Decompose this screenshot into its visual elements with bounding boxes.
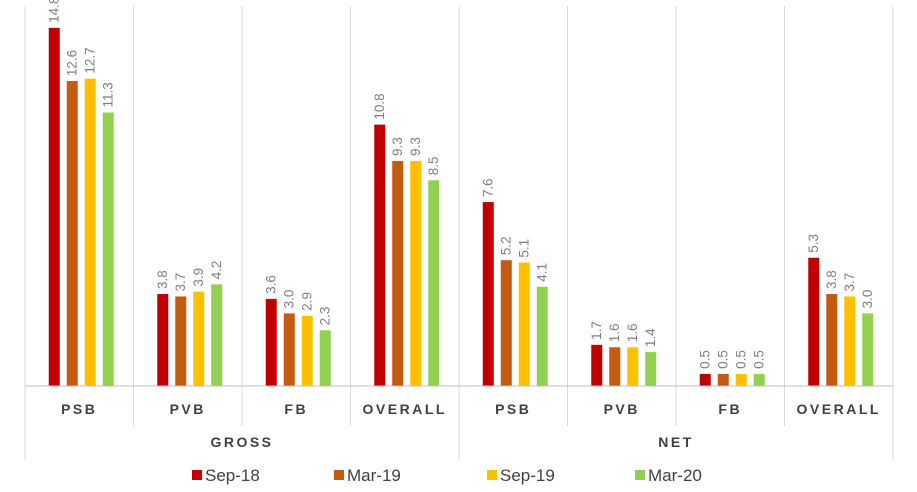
legend-swatch-mar-19 bbox=[334, 470, 344, 480]
data-label: 3.9 bbox=[191, 268, 206, 287]
group-label-net: NET bbox=[658, 434, 694, 450]
data-label: 7.6 bbox=[481, 178, 496, 197]
category-label: FB bbox=[718, 401, 742, 417]
bar-sep-18-pvb bbox=[591, 344, 603, 386]
bar-sep-18-overall bbox=[808, 257, 820, 386]
data-label: 12.6 bbox=[65, 50, 80, 76]
data-label: 14.8 bbox=[47, 0, 62, 23]
bar-sep-19-psb bbox=[518, 262, 530, 386]
bar-mar-20-fb bbox=[319, 330, 331, 386]
legend-swatch-sep-19 bbox=[487, 470, 497, 480]
data-label: 9.3 bbox=[408, 137, 423, 156]
data-label: 2.9 bbox=[300, 292, 315, 311]
bar-mar-19-fb bbox=[717, 373, 729, 386]
data-label: 2.3 bbox=[318, 307, 333, 326]
legend: Sep-18 Mar-19 Sep-19 Mar-20 bbox=[192, 466, 702, 485]
data-label: 3.7 bbox=[173, 273, 188, 292]
data-label: 12.7 bbox=[83, 47, 98, 73]
category-label: PVB bbox=[170, 401, 206, 417]
data-label: 0.5 bbox=[752, 350, 767, 369]
bar-sep-19-overall bbox=[844, 296, 856, 386]
data-label: 10.8 bbox=[372, 93, 387, 119]
bar-mar-20-psb bbox=[536, 286, 548, 386]
legend-swatch-sep-18 bbox=[192, 470, 202, 480]
bar-mar-20-overall bbox=[862, 313, 874, 386]
data-labels-layer: 14.812.6 12.711.33.8 3.7 3.9 4.23.63.0 2.92.3… bbox=[47, 0, 876, 369]
bar-sep-18-overall bbox=[374, 124, 386, 386]
bar-sep-19-fb bbox=[301, 315, 313, 386]
category-labels: PSB PVB FB OVERALL PSB PVB FB OVERALL bbox=[61, 401, 881, 417]
bar-sep-18-psb bbox=[48, 27, 60, 387]
data-label: 3.8 bbox=[155, 270, 170, 289]
data-label: 3.7 bbox=[842, 273, 857, 292]
legend-label-sep-18: Sep-18 bbox=[205, 466, 260, 485]
bar-mar-19-psb bbox=[66, 81, 78, 386]
data-label: 4.2 bbox=[209, 261, 224, 280]
group-label-gross: GROSS bbox=[210, 434, 273, 450]
category-label: PSB bbox=[61, 401, 97, 417]
group-labels: GROSS NET bbox=[210, 434, 694, 450]
data-label: 1.7 bbox=[589, 321, 604, 340]
legend-label-mar-19: Mar-19 bbox=[347, 466, 401, 485]
bar-mar-20-psb bbox=[102, 112, 114, 386]
category-label: PSB bbox=[495, 401, 531, 417]
legend-label-sep-19: Sep-19 bbox=[500, 466, 555, 485]
bar-sep-18-fb bbox=[699, 373, 711, 386]
data-label: 9.3 bbox=[390, 137, 405, 156]
bar-mar-20-pvb bbox=[645, 352, 657, 386]
data-label: 3.0 bbox=[282, 290, 297, 309]
bar-sep-19-pvb bbox=[193, 291, 205, 386]
category-label: OVERALL bbox=[797, 401, 881, 417]
data-label: 0.5 bbox=[698, 350, 713, 369]
bar-sep-19-pvb bbox=[627, 347, 639, 386]
bar-mar-20-fb bbox=[753, 373, 765, 386]
category-separators bbox=[24, 6, 894, 460]
legend-swatch-mar-20 bbox=[635, 470, 645, 480]
bar-mar-19-overall bbox=[826, 294, 838, 386]
data-label: 11.3 bbox=[101, 82, 116, 107]
data-label: 1.6 bbox=[625, 323, 640, 342]
bar-mar-19-overall bbox=[392, 160, 404, 386]
bar-mar-19-psb bbox=[500, 260, 512, 386]
legend-label-mar-20: Mar-20 bbox=[648, 466, 702, 485]
data-label: 8.5 bbox=[426, 157, 441, 176]
data-label: 1.6 bbox=[607, 323, 622, 342]
bar-mar-20-overall bbox=[428, 180, 440, 386]
bar-mar-19-pvb bbox=[175, 296, 187, 386]
data-label: 3.0 bbox=[860, 290, 875, 309]
bar-sep-19-overall bbox=[410, 160, 422, 386]
data-label: 0.5 bbox=[716, 350, 731, 369]
data-label: 1.4 bbox=[643, 328, 658, 347]
data-label: 0.5 bbox=[734, 350, 749, 369]
bars-layer bbox=[48, 27, 874, 387]
data-label: 5.1 bbox=[517, 239, 532, 258]
bar-sep-19-fb bbox=[735, 373, 747, 386]
bar-mar-19-fb bbox=[283, 313, 295, 386]
bar-sep-18-fb bbox=[265, 298, 277, 386]
category-label: FB bbox=[284, 401, 308, 417]
bar-sep-18-pvb bbox=[157, 294, 169, 386]
category-label: OVERALL bbox=[363, 401, 447, 417]
data-label: 4.1 bbox=[535, 263, 550, 282]
data-label: 3.8 bbox=[824, 270, 839, 289]
bar-sep-18-psb bbox=[482, 202, 494, 386]
bar-sep-19-psb bbox=[84, 78, 96, 386]
bar-mar-20-pvb bbox=[211, 284, 223, 386]
data-label: 5.3 bbox=[806, 234, 821, 253]
data-label: 3.6 bbox=[264, 275, 279, 294]
bar-mar-19-pvb bbox=[609, 347, 621, 386]
data-label: 5.2 bbox=[499, 236, 514, 255]
category-label: PVB bbox=[604, 401, 640, 417]
